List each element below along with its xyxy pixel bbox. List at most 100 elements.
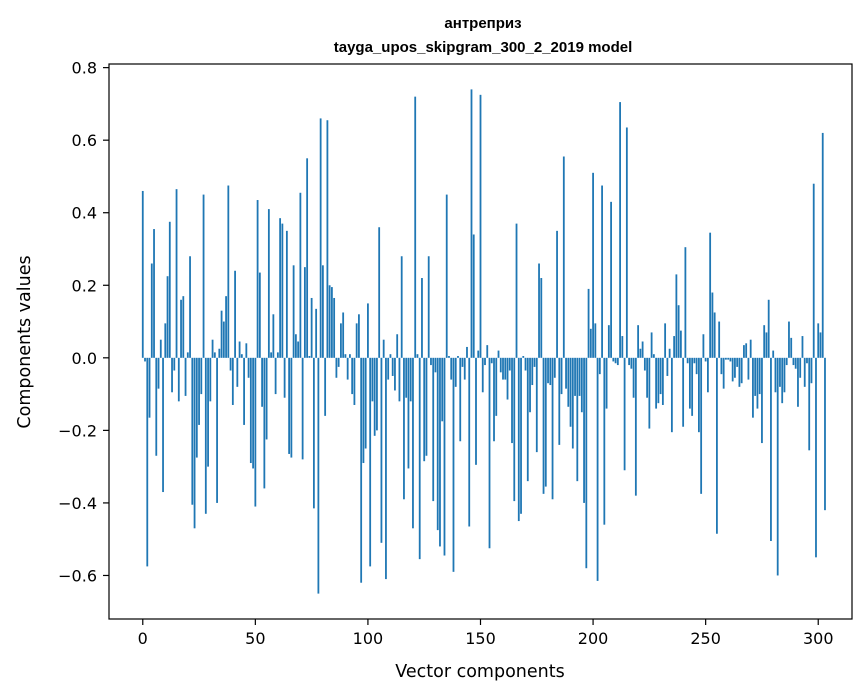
bar-1	[144, 357, 146, 362]
bar-231	[661, 357, 664, 405]
bar-150	[479, 94, 482, 358]
bar-37	[225, 296, 227, 358]
bar-81	[324, 357, 327, 416]
bar-67	[292, 265, 295, 358]
bar-116	[403, 357, 405, 500]
bar-294	[803, 357, 806, 387]
bar-82	[326, 120, 329, 358]
bar-186	[560, 357, 563, 395]
bar-7	[157, 357, 160, 389]
bar-204	[601, 185, 603, 358]
bar-148	[475, 357, 477, 465]
bar-126	[425, 357, 428, 456]
bar-54	[263, 357, 266, 489]
bar-73	[306, 158, 309, 358]
x-tick-label: 100	[353, 629, 384, 648]
bar-94	[353, 357, 356, 405]
bar-253	[711, 292, 714, 358]
bar-91	[346, 357, 349, 380]
bar-68	[294, 334, 297, 358]
bar-270	[749, 339, 752, 358]
bar-238	[677, 305, 680, 358]
bar-274	[758, 357, 761, 395]
bar-169	[522, 356, 525, 358]
bar-52	[258, 272, 261, 358]
bar-51	[256, 200, 259, 358]
bar-119	[409, 357, 412, 402]
bar-177	[540, 278, 543, 358]
bar-38	[227, 185, 230, 358]
bar-240	[682, 357, 685, 427]
bar-288	[790, 337, 793, 358]
bar-60	[276, 352, 279, 358]
bar-44	[240, 354, 243, 358]
bar-278	[767, 299, 770, 358]
bar-63	[283, 357, 286, 398]
bar-228	[655, 357, 658, 409]
bar-295	[806, 357, 808, 364]
bar-131	[436, 357, 439, 531]
bar-273	[756, 357, 759, 409]
bar-160	[502, 357, 504, 380]
bar-86	[335, 357, 338, 378]
bar-262	[731, 357, 734, 382]
bar-182	[551, 357, 554, 500]
bar-193	[576, 357, 579, 482]
bar-178	[542, 357, 545, 494]
bar-287	[788, 321, 790, 358]
y-tick-label: −0.2	[58, 421, 97, 440]
bar-209	[612, 357, 615, 362]
bar-26	[200, 357, 203, 395]
bar-105	[378, 227, 381, 358]
bar-8	[159, 339, 162, 358]
bar-255	[716, 357, 718, 534]
bar-36	[222, 321, 225, 358]
bar-243	[688, 357, 691, 409]
bar-142	[461, 357, 464, 367]
bar-118	[407, 357, 410, 469]
bar-74	[308, 356, 311, 358]
bar-100	[367, 303, 369, 358]
bar-223	[643, 357, 646, 371]
bar-158	[497, 350, 500, 358]
bar-79	[319, 118, 322, 358]
bar-224	[646, 357, 649, 398]
bar-16	[177, 357, 180, 402]
bar-246	[695, 357, 698, 375]
bar-269	[747, 357, 750, 380]
bar-221	[639, 348, 642, 358]
x-tick-label: 50	[245, 629, 265, 648]
bar-171	[526, 357, 529, 482]
y-tick-label: 0.2	[72, 276, 97, 295]
bar-66	[290, 357, 293, 458]
bar-57	[270, 352, 273, 358]
bar-111	[391, 357, 394, 376]
bar-247	[698, 357, 700, 433]
bar-176	[538, 263, 540, 358]
bar-290	[794, 357, 797, 369]
bar-24	[195, 357, 198, 458]
bar-135	[445, 194, 448, 358]
bar-256	[718, 321, 721, 358]
bar-191	[571, 357, 574, 449]
bar-227	[652, 354, 655, 358]
bar-17	[180, 299, 182, 358]
y-tick-label: 0.0	[72, 349, 97, 368]
bar-268	[745, 343, 748, 358]
bar-170	[524, 357, 527, 371]
bar-241	[684, 247, 687, 358]
bar-62	[281, 223, 284, 358]
bar-58	[272, 314, 275, 358]
bar-159	[499, 357, 502, 373]
bar-302	[821, 132, 824, 358]
bar-19	[184, 357, 187, 396]
bar-217	[630, 357, 633, 369]
bar-194	[578, 357, 581, 396]
bar-104	[376, 357, 378, 431]
bar-185	[558, 357, 561, 445]
chart-title-line-2: tayga_upos_skipgram_300_2_2019 model	[334, 39, 633, 56]
bar-145	[468, 357, 471, 527]
bar-250	[704, 357, 707, 362]
bar-264	[736, 357, 739, 367]
